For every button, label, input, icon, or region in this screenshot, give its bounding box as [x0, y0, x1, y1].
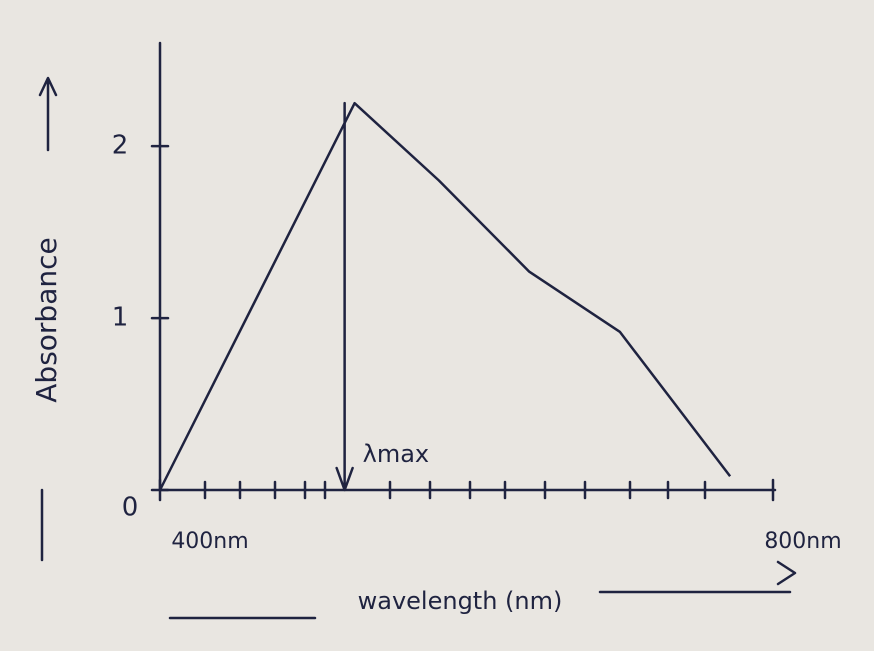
chart: Absorbance wavelength (nm) 0 1 2 400nm 800nm… [0, 0, 874, 651]
x-tick-label: 400nm [171, 529, 248, 554]
y-axis-label: Absorbance [30, 237, 63, 402]
x-axis-label: wavelength (nm) [358, 587, 563, 615]
paper [0, 0, 874, 651]
y-tick-label: 2 [112, 131, 129, 161]
y-tick-label: 1 [112, 303, 129, 333]
lambda-max-label: λmax [363, 440, 430, 468]
y-tick-label: 0 [122, 493, 139, 523]
x-tick-label: 800nm [764, 529, 841, 554]
